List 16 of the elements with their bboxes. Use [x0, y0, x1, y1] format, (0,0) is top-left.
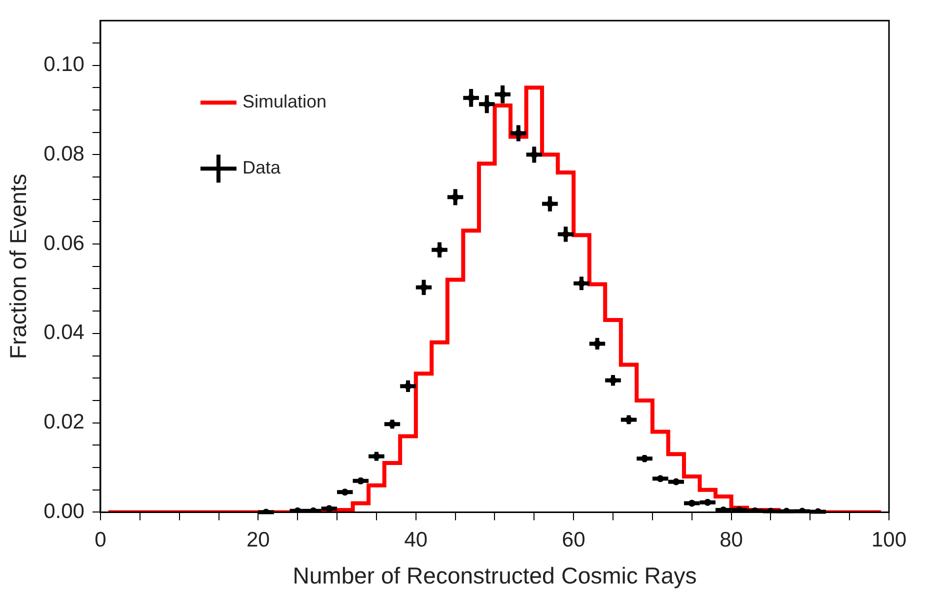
x-tick-label: 40	[404, 528, 428, 552]
y-axis-title: Fraction of Events	[5, 174, 32, 360]
y-tick-label: 0.06	[44, 232, 84, 255]
y-tick-label: 0.08	[44, 142, 84, 166]
x-tick-label: 20	[246, 528, 270, 552]
y-tick-label: 0.02	[44, 410, 84, 434]
y-tick-label: 0.00	[44, 500, 84, 523]
x-tick-label: 60	[562, 528, 586, 552]
y-tick-label: 0.04	[44, 321, 85, 344]
x-axis-title: Number of Reconstructed Cosmic Rays	[292, 562, 697, 589]
x-tick-label: 100	[871, 528, 907, 552]
legend-label: Data	[242, 158, 282, 178]
x-tick-label: 80	[720, 528, 743, 552]
legend-label: Simulation	[242, 92, 327, 112]
x-tick-label: 0	[94, 528, 106, 552]
y-tick-label: 0.10	[44, 53, 84, 76]
